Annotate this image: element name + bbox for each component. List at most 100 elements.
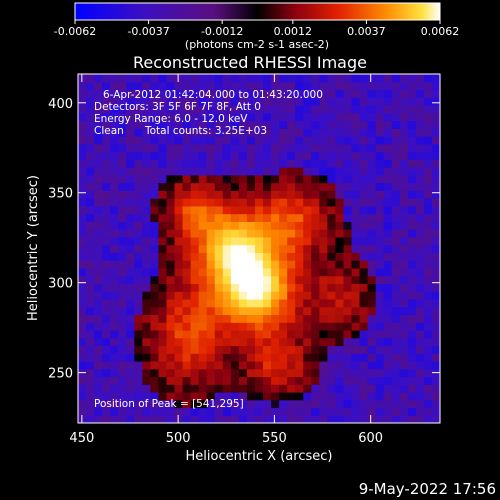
- heatmap-cell: [174, 260, 184, 269]
- heatmap-cell: [118, 376, 127, 385]
- heatmap-cell: [134, 415, 143, 423]
- colorbar-tick-label: -0.0012: [201, 25, 243, 38]
- heatmap-cell: [391, 136, 401, 145]
- heatmap-cell: [303, 291, 312, 300]
- heatmap-cell: [238, 376, 248, 385]
- heatmap-cell: [391, 112, 401, 122]
- heatmap-cell: [335, 291, 345, 300]
- heatmap-cell: [166, 399, 176, 409]
- heatmap-cell: [311, 97, 320, 106]
- heatmap-cell: [214, 306, 224, 316]
- heatmap-cell: [343, 120, 353, 129]
- heatmap-cell: [174, 314, 184, 323]
- heatmap-cell: [319, 205, 328, 215]
- heatmap-cell: [431, 360, 440, 370]
- heatmap-cell: [399, 415, 409, 423]
- heatmap-cell: [423, 136, 433, 145]
- heatmap-cell: [206, 384, 216, 393]
- heatmap-cell: [319, 407, 328, 416]
- heatmap-cell: [335, 205, 345, 215]
- heatmap-cell: [230, 128, 240, 137]
- heatmap-cell: [391, 159, 401, 168]
- heatmap-cell: [319, 97, 328, 106]
- heatmap-cell: [431, 376, 440, 385]
- heatmap-cell: [279, 182, 288, 191]
- heatmap-cell: [415, 368, 425, 378]
- heatmap-cell: [295, 415, 304, 423]
- heatmap-cell: [158, 74, 168, 83]
- heatmap-cell: [110, 368, 119, 378]
- heatmap-cell: [110, 260, 119, 269]
- heatmap-cell: [238, 112, 248, 122]
- heatmap-cell: [391, 205, 401, 215]
- heatmap-cell: [78, 267, 87, 277]
- heatmap-cell: [110, 399, 119, 409]
- heatmap-cell: [335, 399, 345, 409]
- heatmap-cell: [415, 128, 425, 137]
- heatmap-cell: [375, 112, 385, 122]
- heatmap-cell: [238, 182, 248, 191]
- heatmap-cell: [246, 275, 256, 284]
- heatmap-cell: [174, 298, 184, 308]
- heatmap-cell: [271, 399, 280, 409]
- heatmap-cell: [214, 244, 224, 253]
- heatmap-cell: [142, 143, 151, 153]
- colorbar-gradient: [74, 2, 441, 21]
- heatmap-cell: [351, 236, 361, 246]
- heatmap-cell: [134, 291, 143, 300]
- heatmap-cell: [150, 368, 160, 378]
- heatmap-cell: [94, 322, 103, 331]
- heatmap-cell: [415, 97, 425, 106]
- heatmap-cell: [158, 337, 168, 347]
- heatmap-cell: [246, 368, 256, 378]
- heatmap-cell: [158, 205, 168, 215]
- heatmap-cell: [110, 182, 119, 191]
- heatmap-cell: [206, 159, 216, 168]
- heatmap-cell: [279, 151, 288, 160]
- heatmap-cell: [94, 345, 103, 354]
- heatmap-cell: [158, 360, 168, 370]
- heatmap-cell: [415, 151, 425, 160]
- heatmap-cell: [174, 376, 184, 385]
- heatmap-cell: [423, 275, 433, 284]
- heatmap-cell: [230, 306, 240, 316]
- heatmap-cell: [311, 136, 320, 145]
- heatmap-cell: [190, 244, 200, 253]
- heatmap-cell: [351, 267, 361, 277]
- heatmap-cell: [263, 353, 272, 362]
- heatmap-cell: [423, 298, 433, 308]
- heatmap-cell: [407, 89, 417, 98]
- heatmap-cell: [78, 306, 87, 316]
- heatmap-cell: [246, 136, 256, 145]
- heatmap-cell: [102, 322, 111, 331]
- heatmap-cell: [222, 136, 232, 145]
- heatmap-cell: [303, 376, 312, 385]
- heatmap-cell: [78, 174, 87, 184]
- heatmap-cell: [174, 353, 184, 362]
- heatmap-cell: [359, 136, 369, 145]
- heatmap-cell: [295, 306, 304, 316]
- heatmap-cell: [182, 74, 192, 83]
- heatmap-cell: [415, 291, 425, 300]
- heatmap-cell: [391, 236, 401, 246]
- heatmap-cell: [287, 275, 296, 284]
- heatmap-cell: [367, 105, 377, 114]
- heatmap-cell: [407, 399, 417, 409]
- heatmap-cell: [118, 384, 127, 393]
- heatmap-cell: [375, 407, 385, 416]
- x-tick-label: 600: [358, 431, 383, 446]
- heatmap-cell: [246, 190, 256, 199]
- heatmap-cell: [206, 198, 216, 207]
- heatmap-cell: [343, 376, 353, 385]
- heatmap-cell: [158, 167, 168, 176]
- heatmap-cell: [198, 205, 208, 215]
- heatmap-cell: [174, 360, 184, 370]
- heatmap-cell: [415, 353, 425, 362]
- heatmap-cell: [206, 399, 216, 409]
- heatmap-cell: [263, 306, 272, 316]
- heatmap-cell: [287, 376, 296, 385]
- heatmap-cell: [375, 159, 385, 168]
- heatmap-cell: [230, 198, 240, 207]
- heatmap-cell: [230, 236, 240, 246]
- heatmap-cell: [407, 391, 417, 401]
